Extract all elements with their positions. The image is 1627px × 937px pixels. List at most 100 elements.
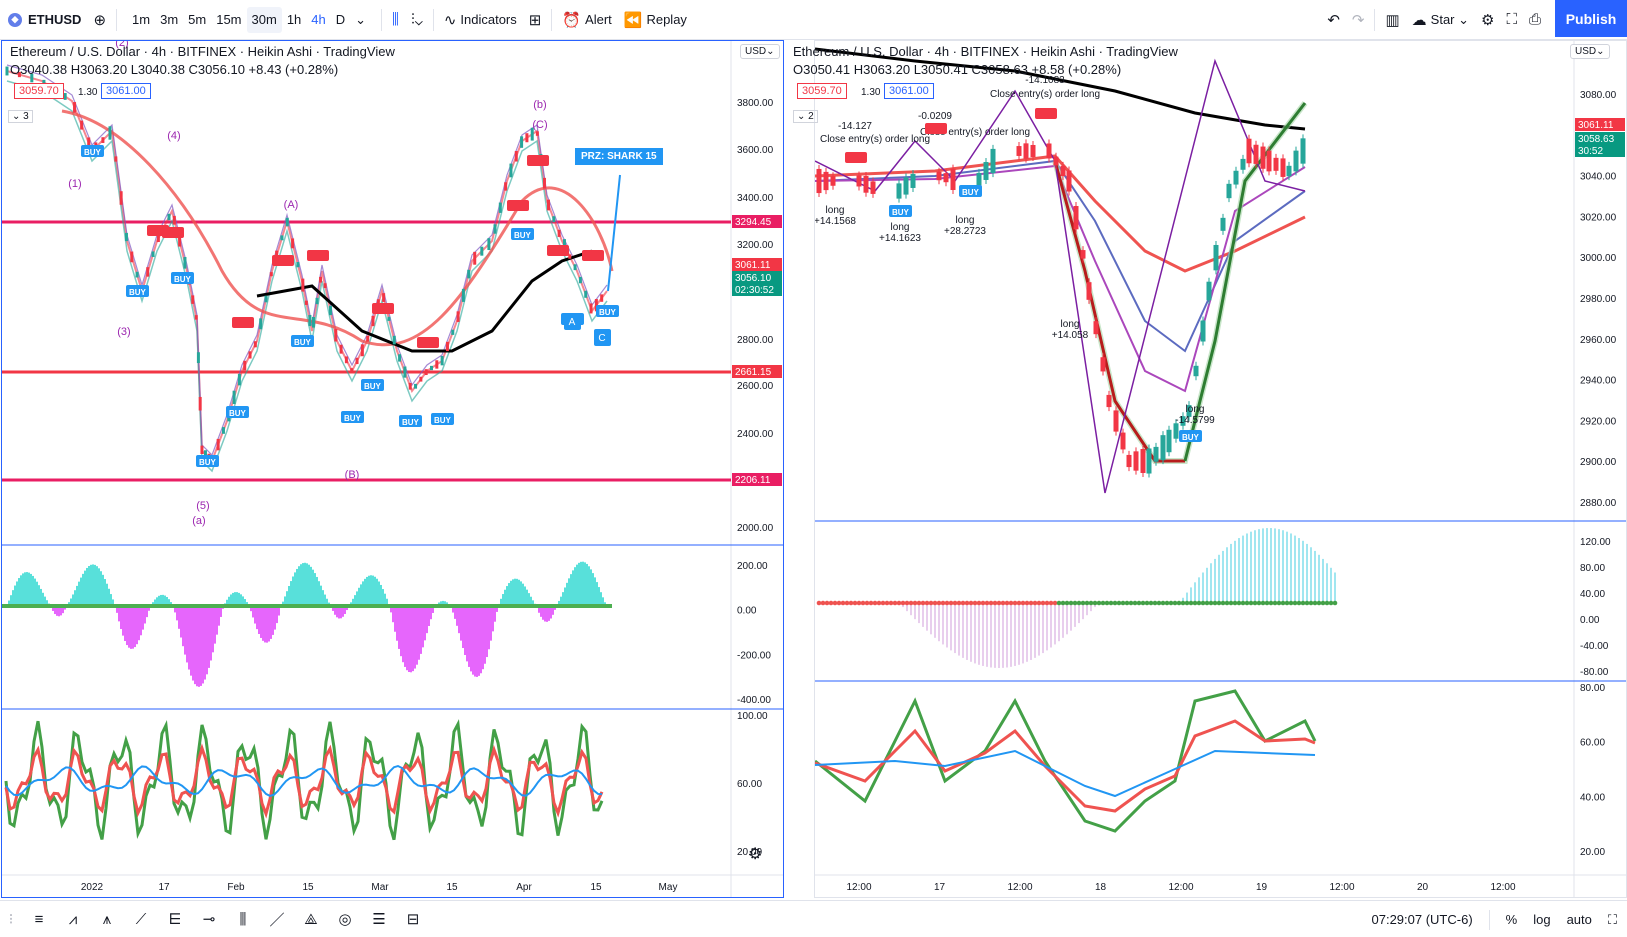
save-layout-button[interactable]: ☁ Star ⌄ bbox=[1411, 11, 1470, 29]
price-tick-label: 3000.00 bbox=[1580, 253, 1617, 264]
candle bbox=[456, 311, 460, 322]
left-buy-price[interactable]: 3061.00 bbox=[101, 83, 151, 99]
oscillator-dot bbox=[944, 600, 950, 606]
right-buy-price[interactable]: 3061.00 bbox=[884, 83, 934, 99]
interval-D[interactable]: D bbox=[335, 12, 346, 27]
redo-icon[interactable]: ↷ bbox=[1351, 11, 1365, 29]
right-currency-select[interactable]: USD⌄ bbox=[1570, 44, 1610, 59]
right-chart-pane[interactable]: 3080.003060.003040.003020.003000.002980.… bbox=[793, 40, 1627, 898]
oscillator-bar bbox=[334, 606, 336, 615]
time-tick-label: 12:00 bbox=[1329, 882, 1354, 893]
oscillator-bar bbox=[258, 606, 260, 634]
compare-add-icon[interactable]: ⊕ bbox=[93, 11, 107, 29]
ruler-icon[interactable]: ⊟ bbox=[406, 911, 420, 928]
xabcd-icon[interactable]: ⟁ bbox=[304, 910, 318, 928]
left-currency-select[interactable]: USD⌄ bbox=[740, 44, 780, 59]
chart-settings-icon[interactable]: ⚙ bbox=[748, 846, 763, 863]
osc2-tick-label: 40.00 bbox=[1580, 792, 1605, 803]
oscillator-dot bbox=[1180, 600, 1186, 606]
alert-button[interactable]: ⏰ Alert bbox=[562, 11, 612, 29]
oscillator-dot bbox=[1212, 600, 1218, 606]
bar-style-icon[interactable]: ⫼ bbox=[392, 11, 399, 28]
camera-icon[interactable]: ⎙ bbox=[1528, 11, 1541, 28]
oscillator-bar bbox=[122, 606, 124, 636]
buy-marker-text: BUY bbox=[402, 418, 420, 427]
percent-toggle[interactable]: % bbox=[1505, 912, 1518, 927]
drag-handle-icon[interactable]: ⁝ bbox=[8, 911, 14, 928]
interval-5m[interactable]: 5m bbox=[188, 12, 207, 27]
oscillator-dot bbox=[1260, 600, 1266, 606]
auto-toggle[interactable]: auto bbox=[1566, 912, 1592, 927]
oscillator-dot bbox=[920, 600, 926, 606]
price-tick-label: 2000.00 bbox=[737, 523, 774, 534]
oscillator-bar bbox=[60, 606, 62, 616]
interval-3m[interactable]: 3m bbox=[160, 12, 179, 27]
interval-1h[interactable]: 1h bbox=[286, 12, 302, 27]
indicators-button[interactable]: ∿ Indicators bbox=[443, 11, 517, 29]
interval-dropdown-icon[interactable]: ⌄ bbox=[355, 11, 367, 27]
curve-icon[interactable]: ◎ bbox=[338, 911, 352, 928]
candle bbox=[73, 102, 77, 113]
horizontal-ray-icon[interactable]: ⊸ bbox=[202, 911, 216, 928]
oscillator-dot bbox=[1332, 600, 1338, 606]
left-chart-pane[interactable]: 3800.00 3600.00 3400.00 3200.00 2800.00 2600.… bbox=[1, 40, 784, 898]
interval-1m[interactable]: 1m bbox=[132, 12, 151, 27]
oscillator-bar bbox=[522, 583, 524, 606]
candle bbox=[135, 271, 139, 278]
osc1-tick-label: -200.00 bbox=[737, 650, 771, 661]
price-tick-label: 2980.00 bbox=[1580, 294, 1617, 305]
strategy-annotation: -0.0209 bbox=[918, 111, 952, 122]
settings-gear-icon[interactable]: ⚙ bbox=[1481, 11, 1495, 29]
fullscreen-toggle-icon[interactable]: ⛶ bbox=[1607, 911, 1617, 927]
symbol-search[interactable]: ◆ ETHUSD bbox=[0, 0, 87, 40]
undo-icon[interactable]: ↶ bbox=[1327, 11, 1340, 29]
right-sell-price[interactable]: 3059.70 bbox=[797, 83, 847, 99]
oscillator-bar bbox=[414, 606, 416, 669]
left-sell-price[interactable]: 3059.70 bbox=[14, 83, 64, 99]
candle bbox=[1086, 282, 1092, 300]
oscillator-bar bbox=[560, 596, 562, 606]
osc2-tick-label: 80.00 bbox=[1580, 683, 1605, 694]
left-chart-canvas[interactable]: 3800.00 3600.00 3400.00 3200.00 2800.00 2600.… bbox=[2, 41, 783, 897]
oscillator-bar bbox=[174, 606, 176, 613]
pattern-icon[interactable]: ⩘ bbox=[68, 910, 78, 928]
clock-time[interactable]: 07:29:07 (UTC-6) bbox=[1371, 912, 1473, 927]
interval-30m[interactable]: 30m bbox=[246, 6, 282, 33]
position-icon[interactable]: ☰ bbox=[372, 911, 386, 928]
candle bbox=[387, 316, 391, 321]
osc2-tick-label: 100.00 bbox=[737, 711, 768, 722]
bottom-toolbar: ⁝ ≡ ⩘ ⩚ ⟋ ⋿ ⊸ ⫼ ／ ⟁ ◎ ☰ ⊟ 07:29:07 (UTC-… bbox=[0, 900, 1627, 937]
candle bbox=[1160, 435, 1166, 461]
line-tool-icon[interactable]: ／ bbox=[269, 911, 285, 929]
oscillator-bar bbox=[316, 576, 318, 606]
templates-icon[interactable]: ⊞ bbox=[528, 11, 542, 29]
oscillator-dot bbox=[852, 600, 858, 606]
log-toggle[interactable]: log bbox=[1533, 912, 1551, 927]
trend-line-icon[interactable]: ⟋ bbox=[135, 910, 147, 928]
fullscreen-icon[interactable]: ⛶ bbox=[1506, 11, 1517, 28]
price-label: 2206.11 bbox=[735, 475, 771, 486]
fib-icon[interactable]: ⋿ bbox=[168, 911, 182, 928]
oscillator-bar bbox=[570, 574, 572, 606]
left-indicator-toggle[interactable]: ⌄ 3 bbox=[8, 110, 33, 123]
right-chart-canvas[interactable]: 3080.003060.003040.003020.003000.002980.… bbox=[815, 41, 1626, 897]
bars-pattern-icon[interactable]: ⫼ bbox=[239, 910, 247, 928]
candle-style-icon[interactable]: ⫶⌄ bbox=[410, 11, 423, 28]
crosshair-icon[interactable]: ≡ bbox=[34, 910, 44, 928]
oscillator-bar bbox=[84, 570, 86, 606]
wave-label-bg bbox=[594, 329, 611, 346]
interval-4h[interactable]: 4h bbox=[311, 12, 326, 27]
right-indicator-toggle[interactable]: ⌄ 2 bbox=[793, 110, 818, 123]
layout-icon[interactable]: ▥ bbox=[1385, 11, 1400, 29]
interval-15m[interactable]: 15m bbox=[216, 12, 242, 27]
candle bbox=[419, 376, 423, 382]
candle bbox=[467, 269, 471, 279]
oscillator-dot bbox=[880, 600, 886, 606]
oscillator-bar bbox=[188, 606, 190, 670]
publish-button[interactable]: Publish bbox=[1555, 0, 1627, 37]
replay-button[interactable]: ⏪ Replay bbox=[623, 11, 687, 29]
time-tick-label: Feb bbox=[227, 882, 245, 893]
oscillator-bar bbox=[468, 606, 470, 667]
oscillator-bar bbox=[200, 606, 202, 686]
elliott-wave-icon[interactable]: ⩚ bbox=[102, 910, 112, 928]
